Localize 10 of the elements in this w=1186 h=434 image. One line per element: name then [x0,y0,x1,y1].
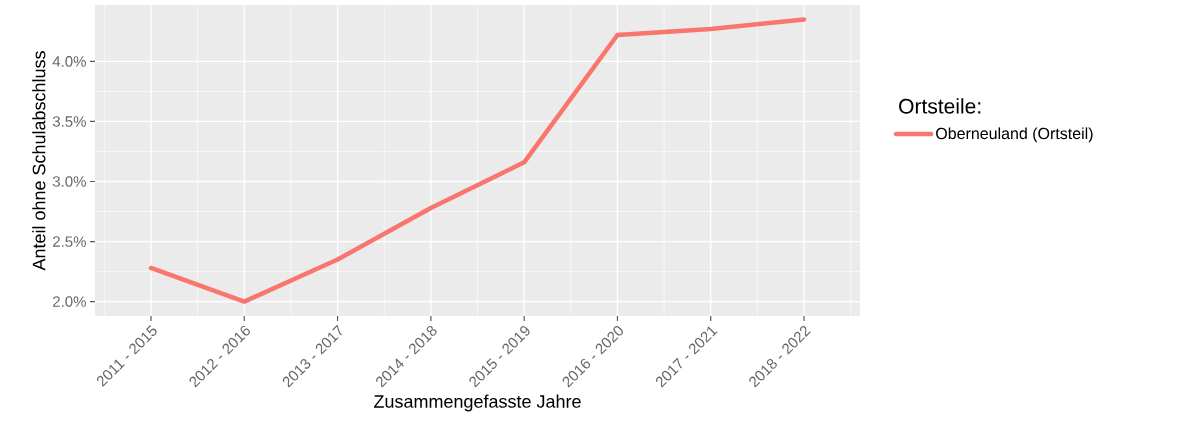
y-tick-label: 4.0% [52,56,86,67]
line-series [148,17,807,304]
y-tick-label: 3.0% [52,176,86,187]
x-axis-title: Zusammengefasste Jahre [374,394,581,412]
legend-label: Oberneuland (Ortsteil) [936,127,1093,143]
y-tick-label: 2.0% [53,296,86,307]
y-tick-label: 3.5% [52,116,86,127]
y-axis-title: Anteil ohne Schulabschluss [32,51,46,271]
y-tick-label: 2.5% [53,236,86,247]
legend-title: Ortsteile: [899,98,981,114]
